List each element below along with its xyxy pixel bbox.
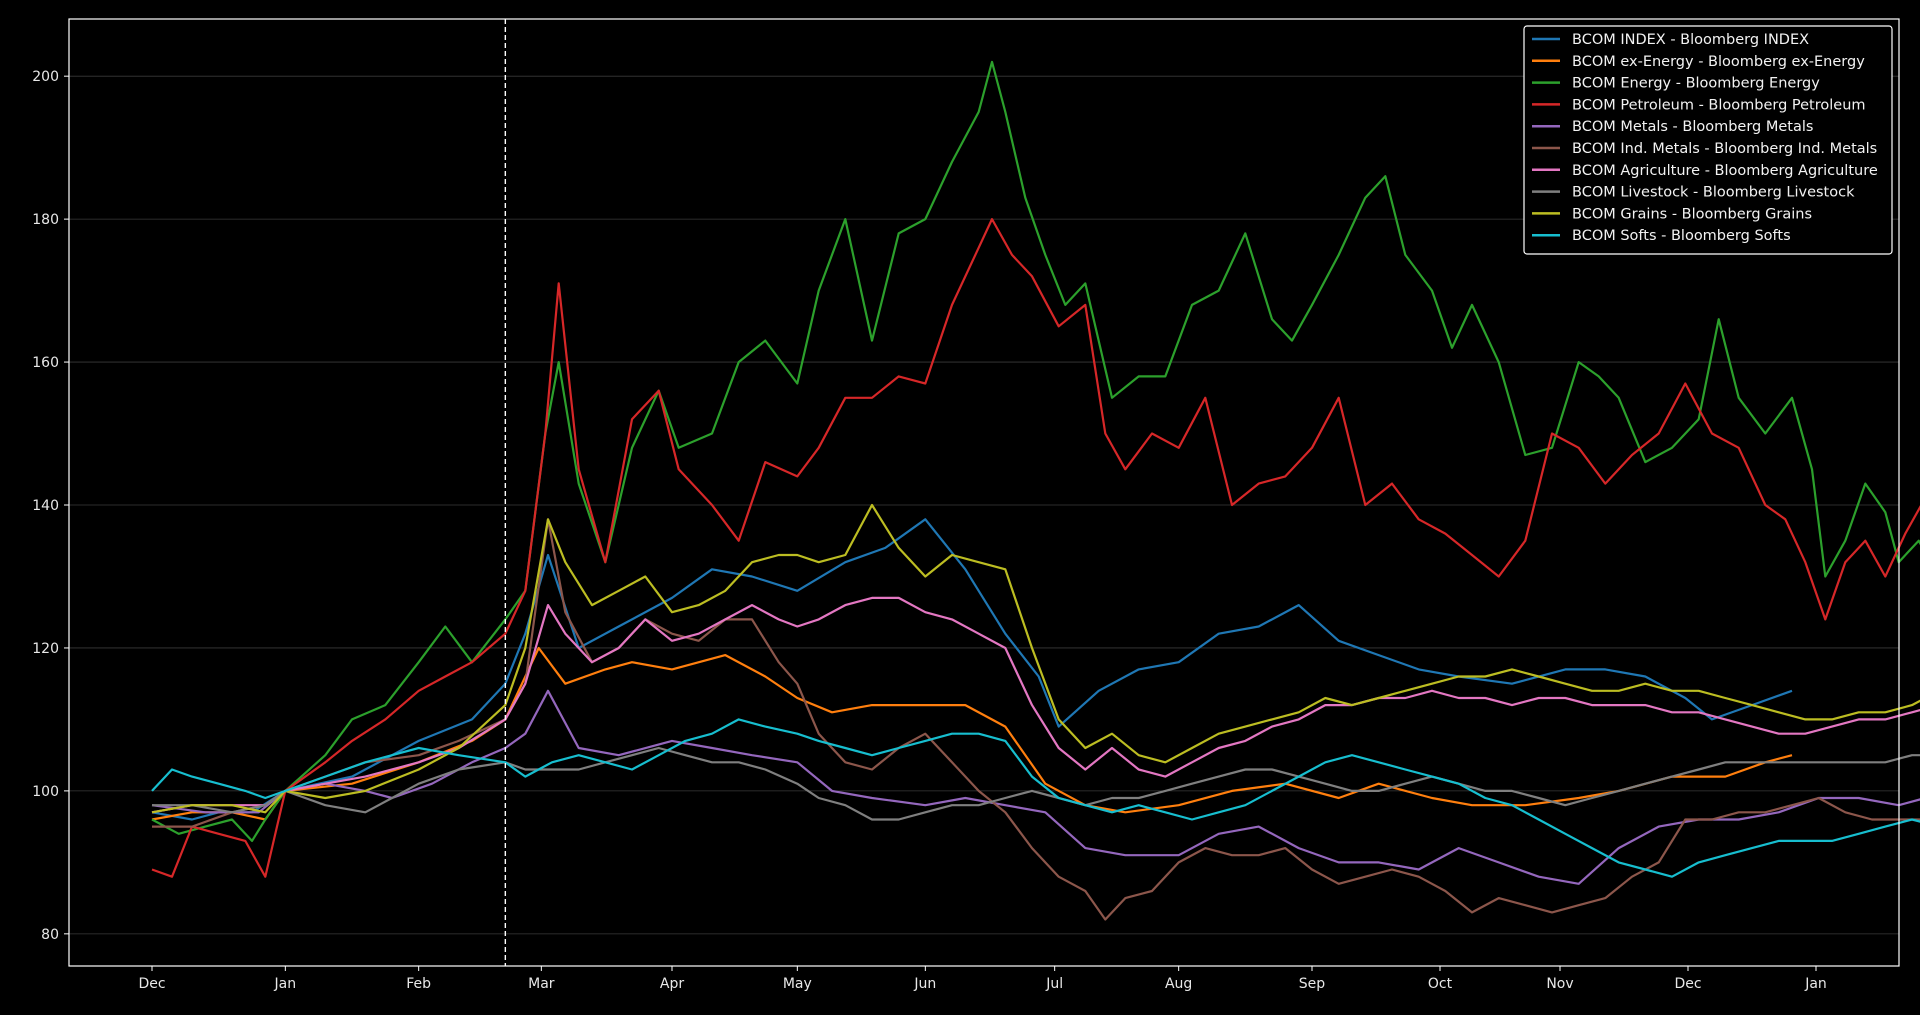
series-group <box>151 60 1920 921</box>
x-tick-label: Mar <box>528 976 555 992</box>
x-tick-label: Aug <box>1165 976 1192 992</box>
series-line-7 <box>152 746 1920 821</box>
legend-label: BCOM Grains - Bloomberg Grains <box>1572 206 1812 222</box>
y-tick-label: 100 <box>32 784 59 800</box>
x-tick-label: Dec <box>1674 976 1701 992</box>
x-tick-label: Dec <box>138 976 165 992</box>
legend-label: BCOM Energy - Bloomberg Energy <box>1572 76 1820 92</box>
legend-label: BCOM INDEX - Bloomberg INDEX <box>1572 32 1809 48</box>
x-tick-label: Jun <box>913 976 936 992</box>
y-tick-label: 160 <box>32 355 59 371</box>
x-tick-label: Jan <box>1804 976 1827 992</box>
series-line-3 <box>151 218 1920 878</box>
y-tick-label: 120 <box>32 641 59 657</box>
y-axis: 80 100 120 140 160 180 200 <box>32 69 69 943</box>
x-tick-label: Nov <box>1546 976 1573 992</box>
x-axis: Dec Jan Feb Mar Apr May Jun Jul Aug Sep Oct Nov Dec J… <box>138 966 1827 992</box>
legend-label: BCOM Softs - Bloomberg Softs <box>1572 228 1791 244</box>
y-tick-label: 200 <box>32 69 59 85</box>
legend-label: BCOM Livestock - Bloomberg Livestock <box>1572 185 1855 201</box>
series-line-9 <box>151 718 1920 878</box>
legend-label: BCOM Ind. Metals - Bloomberg Ind. Metals <box>1572 141 1877 157</box>
series-line-6 <box>151 596 1920 814</box>
y-tick-label: 140 <box>32 498 59 514</box>
y-tick-label: 80 <box>41 927 59 943</box>
series-line-2 <box>151 60 1920 842</box>
legend-label: BCOM Metals - Bloomberg Metals <box>1572 119 1813 135</box>
legend-label: BCOM ex-Energy - Bloomberg ex-Energy <box>1572 54 1865 70</box>
x-tick-label: Apr <box>660 976 684 992</box>
legend-box <box>1523 25 1893 255</box>
y-tick-label: 180 <box>32 212 59 228</box>
legend-label: BCOM Petroleum - Bloomberg Petroleum <box>1572 97 1866 113</box>
x-tick-label: Sep <box>1299 976 1326 992</box>
x-tick-label: Jan <box>274 976 297 992</box>
x-tick-label: Feb <box>406 976 431 992</box>
series-line-8 <box>151 503 1920 814</box>
plot-frame <box>68 18 1900 967</box>
legend-label: BCOM Agriculture - Bloomberg Agriculture <box>1572 163 1878 179</box>
x-tick-label: Oct <box>1428 976 1453 992</box>
x-tick-label: May <box>783 976 812 992</box>
x-tick-label: Jul <box>1045 976 1063 992</box>
legend: BCOM INDEX - Bloomberg INDEX BCOM ex-Ener… <box>1523 25 1893 255</box>
series-line-0 <box>151 518 1793 821</box>
